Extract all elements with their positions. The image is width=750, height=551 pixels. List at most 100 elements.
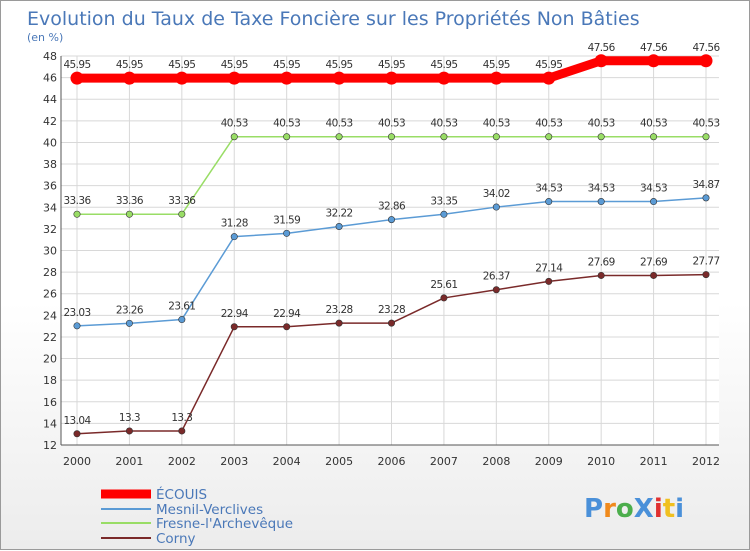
data-label: 31.59 [273,214,300,226]
legend-entry: Fresne-l'Archevêque [156,516,293,532]
data-point [178,427,186,435]
logo-letter: i [675,494,684,524]
data-label: 40.53 [378,118,405,130]
data-point [650,198,658,206]
data-label: 23.26 [116,304,144,316]
data-point [122,71,136,85]
data-label: 33.36 [63,195,91,207]
logo-letter: r [603,494,616,524]
data-point [702,194,710,202]
data-label: 40.53 [692,118,719,130]
data-point [387,319,395,327]
data-label: 40.53 [588,118,615,130]
data-label: 23.03 [63,307,90,319]
data-label: 33.35 [430,195,457,207]
data-label: 33.36 [116,195,144,207]
data-label: 45.95 [273,59,300,71]
data-point [125,427,133,435]
data-label: 47.56 [588,42,616,54]
data-point [492,133,500,141]
y-tick-label: 22 [43,331,57,344]
data-label: 23.28 [378,304,405,316]
y-tick-label: 28 [43,266,57,279]
data-label: 33.36 [168,195,196,207]
data-label: 34.53 [535,183,562,195]
x-tick-label: 2012 [692,455,720,468]
data-label: 45.95 [535,59,562,71]
data-point [73,322,81,330]
y-tick-label: 20 [43,353,57,366]
data-label: 45.95 [221,59,248,71]
data-label: 13.3 [119,412,140,424]
data-point [230,233,238,241]
data-label: 45.95 [63,59,90,71]
logo-letter: i [654,494,663,524]
legend-entry: ÉCOUIS [156,486,207,503]
series-lines [70,54,713,438]
x-tick-label: 2004 [273,455,301,468]
y-tick-label: 12 [43,439,57,452]
legend-entry: Mesnil-Verclives [156,502,263,518]
data-point [175,71,189,85]
data-label: 45.95 [483,59,510,71]
data-point [335,319,343,327]
data-point [440,133,448,141]
y-tick-label: 30 [43,245,57,258]
data-label: 31.28 [221,218,248,230]
data-label: 45.95 [378,59,405,71]
proxiti-logo: ProXiti [584,494,684,524]
data-point [594,54,608,68]
data-point [542,71,556,85]
data-point [227,71,241,85]
data-point [597,198,605,206]
data-point [545,133,553,141]
y-tick-label: 14 [43,417,57,430]
x-tick-label: 2003 [220,455,248,468]
data-point [492,286,500,294]
x-tick-label: 2008 [482,455,510,468]
data-label: 13.3 [171,412,192,424]
logo-letter: P [584,494,603,524]
data-label: 45.95 [430,59,457,71]
data-label: 45.95 [326,59,353,71]
data-point [283,229,291,237]
data-label: 27.69 [640,256,667,268]
data-label: 27.69 [588,256,615,268]
data-labels: 13.04 13.3 13.3 22.94 22.94 23.28 23.28 25.61 26… [63,42,721,427]
data-point [70,71,84,85]
data-label: 40.53 [221,118,248,130]
y-tick-label: 44 [43,93,57,106]
x-tick-label: 2000 [63,455,91,468]
data-point [283,323,291,331]
data-point [125,319,133,327]
chart-title: Evolution du Taux de Taxe Foncière sur l… [27,8,640,30]
data-label: 32.22 [326,208,353,220]
data-point [178,316,186,324]
x-tick-label: 2011 [640,455,668,468]
data-point [280,71,294,85]
logo-letter: o [616,494,634,524]
data-point [230,133,238,141]
data-label: 27.14 [535,262,563,274]
data-label: 34.53 [588,183,615,195]
data-point [440,210,448,218]
data-point [647,54,661,68]
data-label: 13.04 [63,415,91,427]
data-point [597,133,605,141]
x-tick-label: 2006 [378,455,406,468]
x-tick-label: 2009 [535,455,563,468]
x-tick-label: 2001 [115,455,143,468]
y-tick-label: 26 [43,288,57,301]
data-point [332,71,346,85]
data-point [387,133,395,141]
data-point [650,133,658,141]
data-point [73,430,81,438]
x-tick-label: 2005 [325,455,353,468]
x-tick-label: 2002 [168,455,196,468]
legend-entry: Corny [156,531,196,547]
logo-letter: t [663,494,675,524]
data-point [387,216,395,224]
grid [61,55,719,446]
data-label: 47.56 [692,42,720,54]
data-label: 23.61 [168,301,195,313]
